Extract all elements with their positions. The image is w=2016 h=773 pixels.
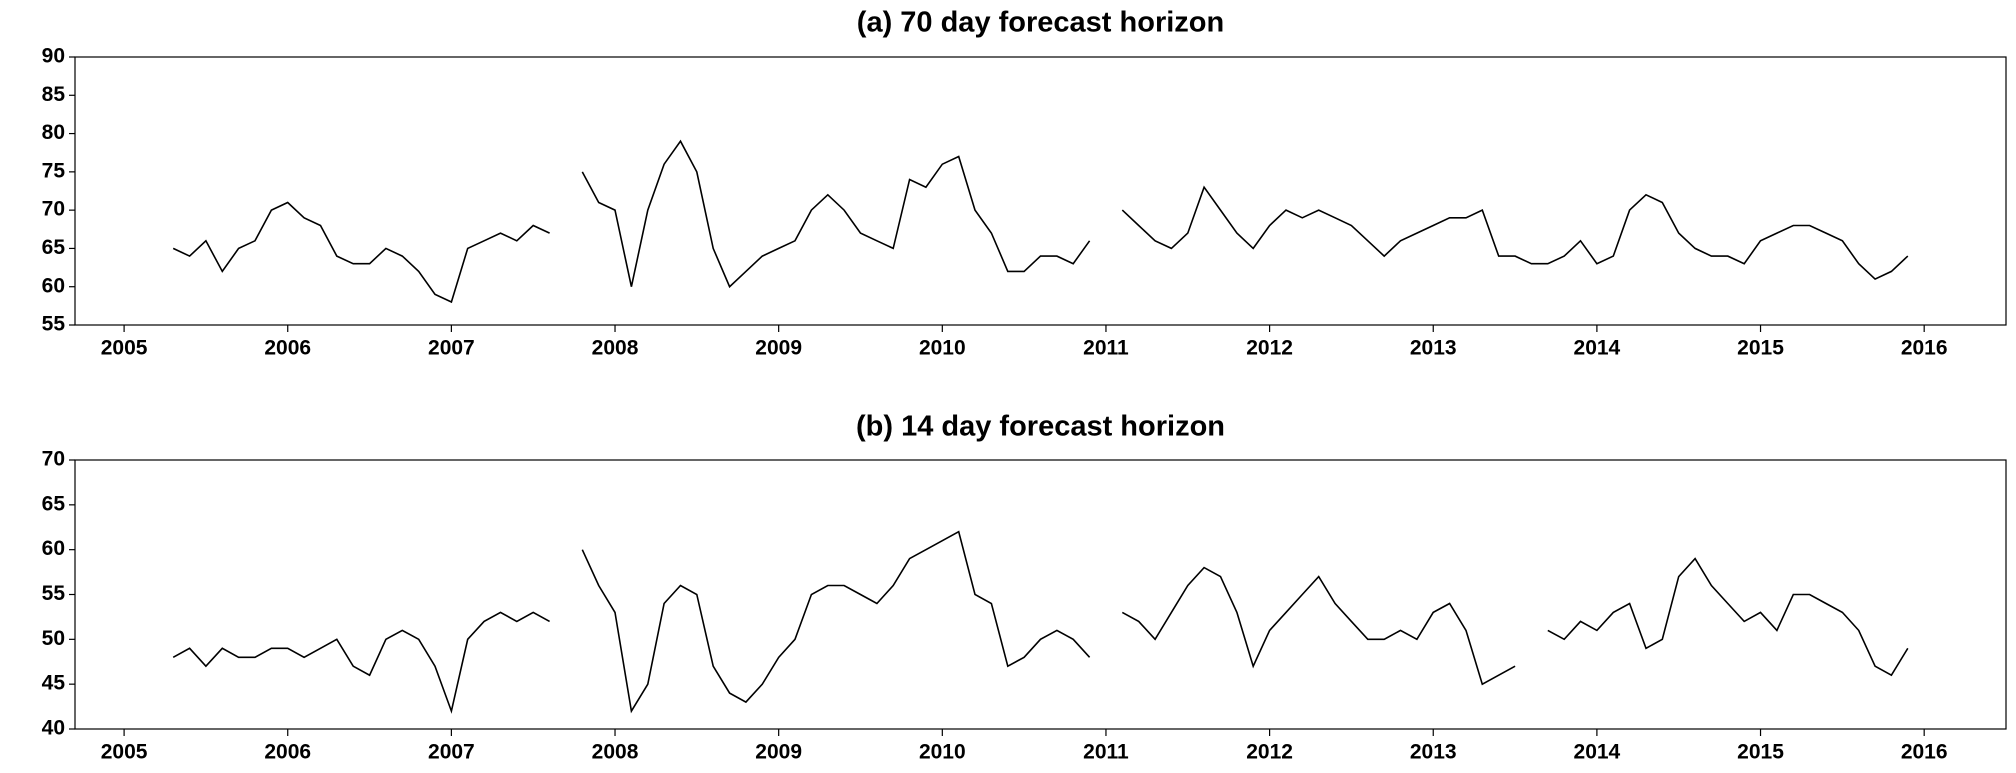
x-tick-label: 2011	[1083, 337, 1129, 360]
y-tick-label: 70	[42, 448, 65, 471]
x-tick-label: 2005	[101, 337, 148, 360]
y-tick-label: 45	[42, 672, 66, 695]
x-tick-label: 2009	[755, 741, 802, 764]
x-tick-label: 2014	[1574, 337, 1621, 360]
plot-frame	[74, 56, 2007, 326]
y-tick-label: 65	[42, 236, 66, 259]
x-tick-label: 2007	[428, 337, 475, 360]
x-tick-label: 2014	[1574, 741, 1621, 764]
y-tick-label: 55	[42, 313, 66, 336]
x-tick-label: 2015	[1737, 741, 1784, 764]
y-tick-label: 65	[42, 492, 66, 515]
x-tick-label: 2005	[101, 741, 148, 764]
series-line	[172, 530, 1909, 714]
x-tick-label: 2006	[264, 741, 311, 764]
y-tick-label: 40	[42, 717, 65, 740]
x-tick-label: 2015	[1737, 337, 1784, 360]
chart-title: (b) 14 day forecast horizon	[856, 411, 1225, 443]
x-tick-label: 2016	[1901, 337, 1948, 360]
x-tick-label: 2013	[1410, 337, 1457, 360]
x-tick-label: 2011	[1083, 741, 1129, 764]
x-tick-label: 2012	[1246, 741, 1293, 764]
x-tick-label: 2010	[919, 741, 966, 764]
series-line	[172, 139, 1909, 304]
y-tick-label: 70	[42, 198, 65, 221]
y-tick-label: 80	[42, 121, 65, 144]
plot-frame	[74, 459, 2007, 730]
x-tick-label: 2013	[1410, 741, 1457, 764]
y-tick-label: 90	[42, 45, 65, 68]
x-tick-label: 2016	[1901, 741, 1948, 764]
x-tick-label: 2006	[264, 337, 311, 360]
y-tick-label: 60	[42, 274, 65, 297]
x-tick-label: 2009	[755, 337, 802, 360]
y-tick-label: 75	[42, 159, 66, 182]
x-tick-label: 2010	[919, 337, 966, 360]
y-tick-label: 55	[42, 582, 66, 605]
x-tick-label: 2008	[592, 337, 639, 360]
x-tick-label: 2008	[592, 741, 639, 764]
y-tick-label: 85	[42, 83, 66, 106]
x-tick-label: 2012	[1246, 337, 1293, 360]
y-tick-label: 60	[42, 537, 65, 560]
chart-title: (a) 70 day forecast horizon	[857, 7, 1224, 39]
y-tick-label: 50	[42, 627, 65, 650]
x-tick-label: 2007	[428, 741, 475, 764]
